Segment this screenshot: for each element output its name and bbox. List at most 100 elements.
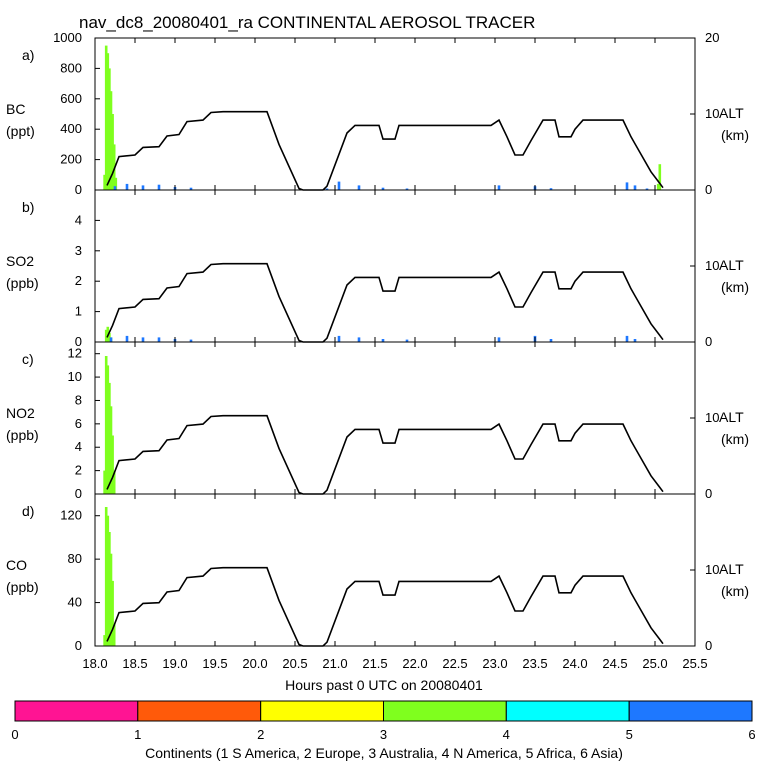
bar-asia (325, 188, 329, 190)
panel-frame (94, 493, 696, 647)
colorbar-tick-label: 0 (11, 727, 18, 742)
y-tick-label: 0 (75, 486, 82, 501)
x-axis-label: Hours past 0 UTC on 20080401 (285, 677, 483, 693)
bar-asia (549, 188, 553, 190)
bar-namerica (111, 114, 114, 190)
altitude-line (106, 110, 664, 191)
y-tick-label: 800 (60, 60, 82, 75)
bar-asia (157, 337, 161, 342)
panel-letter: b) (22, 199, 34, 215)
altitude-line (106, 262, 664, 343)
x-tick-label: 19.5 (202, 656, 227, 671)
bar-asia (645, 188, 649, 190)
bar-namerica (103, 174, 106, 190)
bar-asia (405, 188, 409, 190)
x-tick-label: 23.0 (482, 656, 507, 671)
bar-namerica (104, 507, 108, 646)
bar-namerica (109, 91, 113, 190)
y-tick-label: 80 (68, 551, 82, 566)
y-tick-label: 600 (60, 91, 82, 106)
panel-letter: d) (22, 503, 34, 519)
y-tick-label: 0 (75, 638, 82, 653)
y-tick-label: 10 (68, 369, 82, 384)
panel-4: 0 40 80 120 0 10 d) CO (ppb) ALT (km) 18.0 18.5 19.0 1… (6, 493, 749, 671)
y-tick-label: 4 (75, 439, 82, 454)
bar-namerica (104, 329, 108, 342)
colorbar: 0 1 2 3 4 5 6 (11, 700, 756, 742)
bar-asia (337, 181, 341, 190)
bar-asia (625, 335, 629, 342)
colorbar-segment (14, 700, 139, 722)
panel-frame (94, 341, 696, 495)
bar-namerica (108, 532, 111, 646)
bar-namerica (656, 183, 660, 190)
bar-namerica (114, 177, 118, 190)
alt-tick-label: 20 (705, 30, 719, 45)
y-tick-label: 12 (68, 346, 82, 361)
alt-tick-label: 10 (705, 410, 719, 425)
y-axis-unit: (ppt) (6, 123, 35, 139)
bar-namerica (111, 580, 114, 646)
x-tick-label: 23.5 (522, 656, 547, 671)
colorbar-segment (628, 700, 753, 722)
y-tick-label: 3 (75, 243, 82, 258)
x-tick-label: 22.5 (442, 656, 467, 671)
colorbar-segment (137, 700, 262, 722)
y-axis-unit: (ppb) (6, 275, 39, 291)
panel-letter: a) (22, 47, 34, 63)
colorbar-label: Continents (1 S America, 2 Europe, 3 Aus… (145, 745, 623, 761)
y-axis-label: BC (6, 101, 25, 117)
colorbar-tick-label: 2 (257, 727, 264, 742)
y-tick-label: 1000 (53, 30, 82, 45)
x-tick-label: 25.0 (642, 656, 667, 671)
bar-asia (633, 339, 637, 342)
bar-namerica (103, 635, 106, 646)
bar-asia (337, 335, 341, 342)
bar-asia (357, 185, 361, 190)
bar-asia (625, 182, 629, 190)
bar-namerica (111, 435, 114, 494)
x-tick-label: 24.0 (562, 656, 587, 671)
bar-asia (497, 337, 501, 342)
colorbar-tick-label: 1 (134, 727, 141, 742)
y-tick-label: 2 (75, 273, 82, 288)
alt-axis-label: ALT (719, 409, 744, 425)
panel-letter: c) (22, 351, 34, 367)
bar-asia (497, 185, 501, 190)
x-tick-label: 21.0 (322, 656, 347, 671)
y-axis-label: SO2 (6, 253, 34, 269)
x-tick-label: 25.5 (682, 656, 707, 671)
bar-asia (125, 335, 129, 342)
alt-tick-label: 0 (705, 486, 712, 501)
bar-namerica (104, 45, 108, 190)
x-tick-label: 18.5 (122, 656, 147, 671)
bar-asia (141, 337, 145, 342)
colorbar-tick-label: 5 (626, 727, 633, 742)
x-tick-label: 18.0 (82, 656, 107, 671)
bar-asia (381, 187, 385, 190)
y-axis-unit: (ppb) (6, 579, 39, 595)
alt-axis-label: ALT (719, 561, 744, 577)
altitude-line (106, 414, 664, 495)
bar-namerica (108, 382, 111, 494)
panel-3: 0 2 4 6 8 10 12 0 10 c) NO2 (ppb) ALT (km) (6, 341, 749, 501)
colorbar-tick-label: 4 (503, 727, 510, 742)
y-tick-label: 8 (75, 392, 82, 407)
y-tick-label: 1 (75, 304, 82, 319)
alt-axis-label: ALT (719, 257, 744, 273)
bar-asia (381, 339, 385, 342)
panel-2: 0 1 2 3 4 0 10 b) SO2 (ppb) ALT (km) (6, 189, 749, 349)
alt-tick-label: 10 (705, 258, 719, 273)
bar-namerica (109, 553, 113, 646)
chart-title: nav_dc8_20080401_ra CONTINENTAL AEROSOL … (79, 13, 535, 32)
bar-asia (189, 187, 193, 190)
bar-namerica (109, 406, 113, 494)
bar-namerica (658, 164, 662, 190)
y-tick-label: 0 (75, 182, 82, 197)
bar-asia (113, 186, 117, 190)
bar-namerica (106, 53, 110, 191)
colorbar-tick-label: 6 (748, 727, 755, 742)
y-tick-label: 120 (60, 508, 82, 523)
y-axis-label: NO2 (6, 405, 35, 421)
